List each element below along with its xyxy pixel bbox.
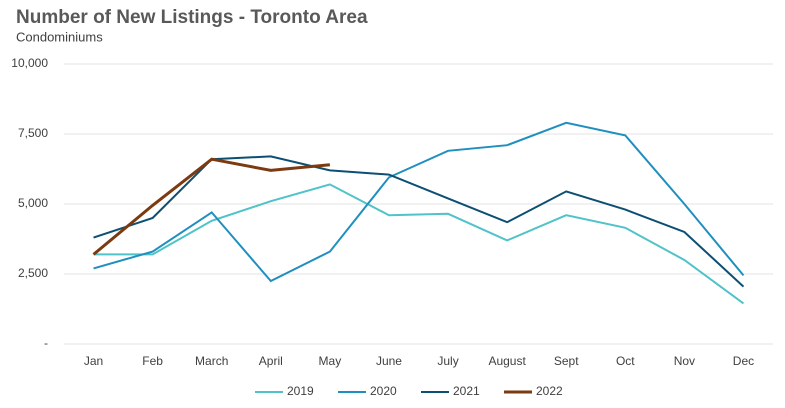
legend-label: 2019 (287, 384, 314, 398)
x-tick-label: April (259, 354, 283, 368)
legend-label: 2020 (370, 384, 397, 398)
chart-title: Number of New Listings - Toronto Area (16, 7, 368, 28)
x-tick-label: July (437, 354, 458, 368)
x-tick-label: Oct (616, 354, 635, 368)
legend-label: 2021 (453, 384, 480, 398)
line-series (93, 155, 745, 288)
x-tick-label: Sept (554, 354, 579, 368)
y-tick-label: 2,500 (18, 266, 48, 280)
chart-subtitle: Condominiums (16, 29, 103, 44)
x-tick-label: Feb (142, 354, 163, 368)
legend-label: 2022 (536, 384, 563, 398)
y-tick-label: 10,000 (11, 56, 48, 70)
y-tick-label: 7,500 (18, 126, 48, 140)
y-tick-label: 5,000 (18, 196, 48, 210)
line-series (93, 121, 745, 283)
x-tick-label: June (376, 354, 402, 368)
x-tick-label: Dec (733, 354, 754, 368)
y-tick-label: - (44, 336, 48, 350)
x-tick-label: March (195, 354, 228, 368)
x-tick-label: Jan (84, 354, 103, 368)
line-series (93, 183, 745, 305)
x-tick-label: Nov (674, 354, 695, 368)
x-tick-label: August (488, 354, 526, 368)
line-series (92, 157, 331, 256)
x-tick-label: May (319, 354, 342, 368)
